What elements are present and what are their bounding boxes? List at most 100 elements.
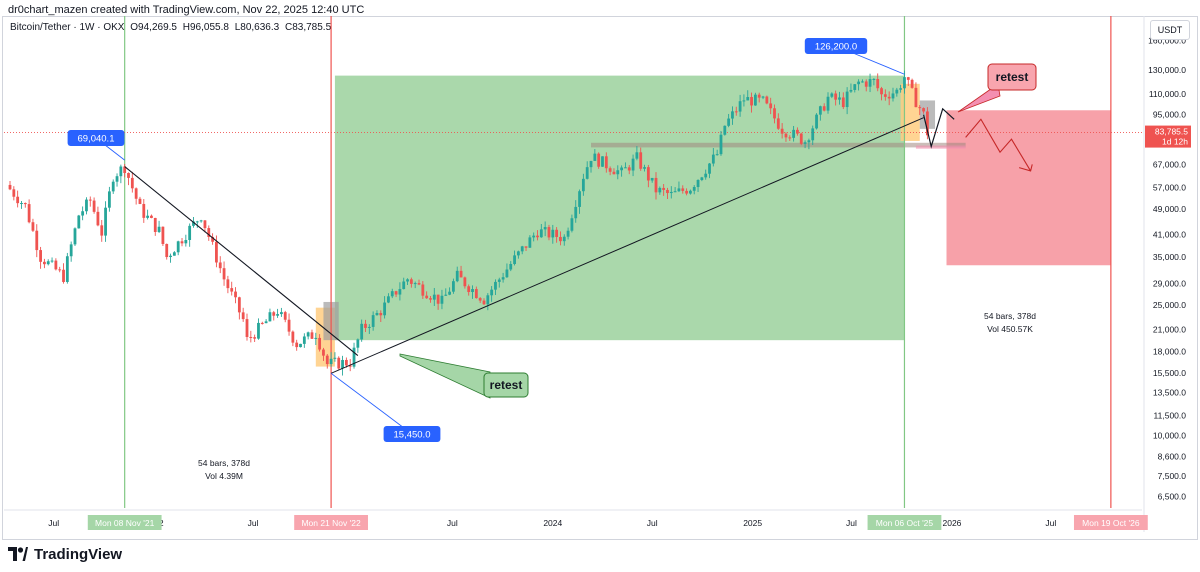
candle-body xyxy=(234,291,237,298)
candle-body xyxy=(440,295,444,304)
y-tick-label: 15,500.0 xyxy=(1153,368,1186,378)
current-price-label: 83,785.5 xyxy=(1155,127,1188,137)
y-tick-label: 8,600.0 xyxy=(1158,452,1187,462)
y-tick-label: 18,000.0 xyxy=(1153,347,1186,357)
candle-body xyxy=(230,288,234,292)
currency-button[interactable]: USDT xyxy=(1150,20,1190,40)
candle-body xyxy=(8,184,12,190)
x-marker-badge-0 xyxy=(87,515,162,530)
candle-body xyxy=(360,323,364,340)
candle-body xyxy=(818,106,822,115)
chart-frame[interactable] xyxy=(2,16,1198,540)
candle-body xyxy=(830,93,834,97)
x-tick-label: 2024 xyxy=(543,518,562,528)
measure-bars-1: 54 bars, 378d xyxy=(198,458,250,468)
candle-body xyxy=(516,251,520,256)
candle-body xyxy=(65,256,69,282)
x-marker-badge-2 xyxy=(867,515,942,530)
candle-body xyxy=(329,358,333,365)
candle-body xyxy=(62,269,65,282)
candle-body xyxy=(784,133,788,138)
candle-body xyxy=(127,173,130,178)
y-tick-label: 95,000.0 xyxy=(1153,110,1186,120)
candle-body xyxy=(581,178,585,192)
callout-text-0: 69,040.1 xyxy=(78,134,115,145)
candle-body xyxy=(689,190,692,194)
candle-body xyxy=(650,177,654,181)
candle-body xyxy=(474,289,478,299)
candle-body xyxy=(115,176,119,182)
candle-body xyxy=(344,359,348,366)
candle-body xyxy=(169,255,172,258)
candle-body xyxy=(796,129,799,134)
x-marker-label-1: Mon 21 Nov '22 xyxy=(301,518,361,528)
candle-body xyxy=(387,296,390,303)
candle-body xyxy=(16,196,20,204)
candle-body xyxy=(788,137,792,139)
candle-body xyxy=(272,312,276,316)
candle-body xyxy=(383,302,387,316)
candle-body xyxy=(486,295,490,305)
candle-body xyxy=(306,332,310,337)
candle-body xyxy=(780,128,784,134)
candle-body xyxy=(918,107,922,109)
candle-body xyxy=(402,281,406,290)
candle-body xyxy=(753,94,757,106)
candle-body xyxy=(696,179,700,188)
candle-body xyxy=(337,357,341,369)
candle-body xyxy=(394,291,398,295)
candle-body xyxy=(551,229,555,238)
candle-body xyxy=(50,260,54,262)
candle-body xyxy=(578,191,581,207)
candle-body xyxy=(673,191,677,193)
tradingview-logo-text: TradingView xyxy=(34,545,123,563)
candle-body xyxy=(367,326,371,328)
candle-body xyxy=(249,336,253,338)
candle-body xyxy=(302,336,306,344)
candle-body xyxy=(643,167,646,169)
candle-body xyxy=(547,227,551,238)
current-price-badge xyxy=(1145,125,1191,148)
candle-body xyxy=(142,203,146,218)
candle-body xyxy=(192,221,195,226)
x-marker-label-0: Mon 08 Nov '21 xyxy=(95,518,155,528)
candle-body xyxy=(731,111,734,119)
candle-body xyxy=(280,312,283,315)
retest-text-green: retest xyxy=(490,378,523,392)
candle-body xyxy=(176,241,180,253)
candle-body xyxy=(624,167,627,169)
candle-body xyxy=(543,227,547,230)
candle-body xyxy=(291,331,295,343)
candle-body xyxy=(608,168,612,172)
y-tick-label: 57,000.0 xyxy=(1153,182,1186,192)
candle-body xyxy=(39,250,42,262)
plot-area xyxy=(4,16,1142,508)
x-marker-label-3: Mon 19 Oct '26 xyxy=(1082,518,1140,528)
x-tick-label: Jul xyxy=(447,518,458,528)
x-marker-badge-1 xyxy=(294,515,368,530)
candle-body xyxy=(195,221,199,223)
candle-body xyxy=(348,365,352,367)
candle-body xyxy=(669,191,673,194)
candle-body xyxy=(692,187,696,191)
candle-body xyxy=(425,295,429,299)
candle-body xyxy=(677,188,681,192)
candle-body xyxy=(715,154,719,156)
candle-body xyxy=(463,277,467,287)
candle-body xyxy=(536,235,539,238)
ohlc-open: O94,269.5 xyxy=(130,22,177,33)
callout-text-2: 126,200.0 xyxy=(815,42,857,53)
measure-vol-2: Vol 450.57K xyxy=(987,324,1033,334)
candle-body xyxy=(241,312,245,320)
symbol-name[interactable]: Bitcoin/Tether · 1W · OKX xyxy=(10,22,125,33)
candle-body xyxy=(738,101,742,112)
candle-body xyxy=(631,158,635,171)
candle-body xyxy=(776,118,780,129)
candle-body xyxy=(811,128,815,141)
candle-body xyxy=(895,89,899,94)
candle-body xyxy=(864,81,868,87)
x-tick-label: 2026 xyxy=(943,518,962,528)
candle-body xyxy=(574,206,578,219)
candle-body xyxy=(222,268,226,280)
